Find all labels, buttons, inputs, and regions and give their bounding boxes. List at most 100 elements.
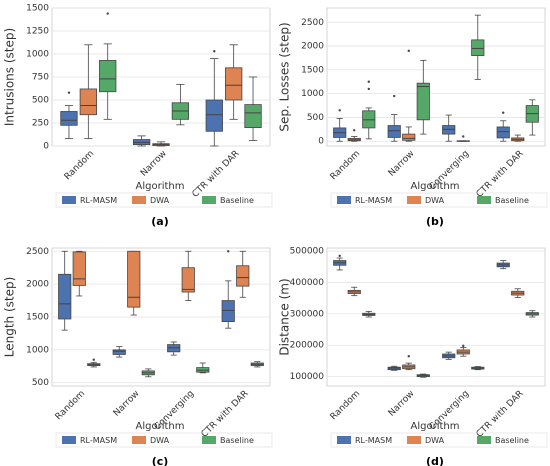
legend-swatch bbox=[407, 436, 421, 444]
y-tick-label: 400000 bbox=[290, 278, 325, 288]
box bbox=[181, 267, 195, 293]
outlier bbox=[502, 111, 505, 114]
x-tick-label: Narrow bbox=[387, 389, 417, 419]
x-tick-label: Narrow bbox=[387, 149, 417, 179]
legend-label: RL-MASM bbox=[355, 196, 392, 205]
y-tick-label: 2000 bbox=[26, 280, 49, 290]
y-tick-label: 1250 bbox=[26, 27, 49, 37]
box bbox=[244, 104, 262, 128]
legend-label: RL-MASM bbox=[80, 436, 117, 445]
caption: (b) bbox=[426, 215, 444, 228]
y-axis-label: Distance (m) bbox=[278, 278, 292, 355]
y-axis-label: Sep. Losses (step) bbox=[278, 22, 292, 131]
box bbox=[236, 265, 250, 287]
legend-swatch bbox=[337, 196, 351, 204]
outlier bbox=[462, 344, 465, 348]
y-tick-label: 2500 bbox=[301, 18, 324, 28]
x-tick-label: CTR with DAR bbox=[191, 149, 242, 200]
y-tick-label: 200000 bbox=[290, 341, 325, 351]
panel: 0 250 500 750 1000 1250 1500 Intrusions (step) R… bbox=[3, 4, 273, 228]
legend-frame bbox=[55, 432, 273, 448]
legend-swatch bbox=[477, 196, 491, 204]
outlier bbox=[367, 80, 370, 83]
legend-swatch bbox=[407, 196, 421, 204]
legend-label: Baseline bbox=[220, 436, 254, 445]
legend-swatch bbox=[132, 436, 146, 444]
y-tick-label: 2000 bbox=[301, 42, 324, 52]
outlier bbox=[462, 135, 465, 138]
y-tick-label: 1500 bbox=[26, 313, 49, 323]
y-tick-label: 250 bbox=[32, 119, 49, 129]
x-tick-label: CTR with DAR bbox=[475, 149, 526, 200]
y-tick-label: 1000 bbox=[301, 89, 324, 99]
box bbox=[127, 250, 141, 308]
outlier bbox=[367, 87, 370, 91]
legend-swatch bbox=[132, 196, 146, 204]
panel: 500 1000 1500 2000 2500 Length (step) Random Na… bbox=[3, 247, 273, 466]
outlier bbox=[353, 129, 356, 132]
plot-area bbox=[326, 7, 546, 147]
y-tick-label: 2500 bbox=[26, 247, 49, 257]
legend-swatch bbox=[202, 436, 216, 444]
legend-swatch bbox=[62, 436, 76, 444]
legend-title: Algorithm bbox=[411, 421, 460, 432]
box bbox=[496, 126, 510, 139]
legend-label: DWA bbox=[150, 196, 170, 205]
caption: (c) bbox=[152, 455, 169, 466]
legend-label: RL-MASM bbox=[80, 196, 117, 205]
y-tick-label: 500 bbox=[307, 113, 324, 123]
x-tick-label: Random bbox=[63, 149, 96, 182]
y-axis-label: Length (step) bbox=[3, 277, 17, 358]
y-tick-label: 1500 bbox=[26, 4, 49, 14]
y-tick-label: 1000 bbox=[26, 50, 49, 60]
box bbox=[416, 82, 430, 121]
legend-swatch bbox=[337, 436, 351, 444]
outlier bbox=[338, 254, 341, 258]
caption: (a) bbox=[151, 215, 168, 228]
y-tick-label: 0 bbox=[318, 137, 324, 147]
box bbox=[205, 99, 223, 132]
y-tick-label: 500 bbox=[32, 378, 49, 388]
panel: 0 500 1000 1500 2000 2500 Sep. Losses (step) Ra… bbox=[278, 7, 548, 228]
y-tick-label: 500000 bbox=[290, 247, 325, 257]
panel: 100000 200000 300000 400000 500000 Distance (… bbox=[278, 247, 548, 466]
x-tick-label: Random bbox=[329, 389, 362, 422]
box bbox=[402, 133, 416, 141]
caption: (d) bbox=[426, 455, 444, 466]
outlier bbox=[407, 49, 410, 53]
outlier bbox=[213, 50, 216, 53]
x-tick-label: Random bbox=[54, 389, 87, 422]
box bbox=[387, 125, 401, 138]
legend-swatch bbox=[477, 436, 491, 444]
x-tick-label: Random bbox=[329, 149, 362, 182]
box bbox=[60, 111, 78, 126]
legend-title: Algorithm bbox=[136, 421, 185, 432]
box bbox=[79, 88, 97, 116]
legend-label: DWA bbox=[425, 196, 445, 205]
legend-label: Baseline bbox=[495, 196, 529, 205]
legend-label: DWA bbox=[150, 436, 170, 445]
legend-label: DWA bbox=[425, 436, 445, 445]
legend-title: Algorithm bbox=[411, 181, 460, 192]
y-tick-label: 500 bbox=[32, 96, 49, 106]
legend-frame bbox=[55, 192, 273, 208]
legend-frame bbox=[330, 432, 548, 448]
y-tick-label: 1000 bbox=[26, 345, 49, 355]
y-tick-label: 750 bbox=[32, 73, 49, 83]
legend-swatch bbox=[62, 196, 76, 204]
x-tick-label: CTR with DAR bbox=[200, 389, 251, 440]
outlier bbox=[92, 358, 95, 361]
y-tick-label: 300000 bbox=[290, 309, 325, 319]
legend-swatch bbox=[202, 196, 216, 204]
outlier bbox=[106, 12, 109, 15]
legend-title: Algorithm bbox=[136, 181, 185, 192]
y-tick-label: 0 bbox=[43, 142, 49, 152]
y-axis-label: Intrusions (step) bbox=[3, 28, 17, 126]
box bbox=[471, 39, 485, 56]
legend-frame bbox=[330, 192, 548, 208]
x-tick-label: Narrow bbox=[139, 149, 169, 179]
box bbox=[112, 349, 126, 355]
legend-label: Baseline bbox=[220, 196, 254, 205]
outlier bbox=[67, 91, 71, 94]
